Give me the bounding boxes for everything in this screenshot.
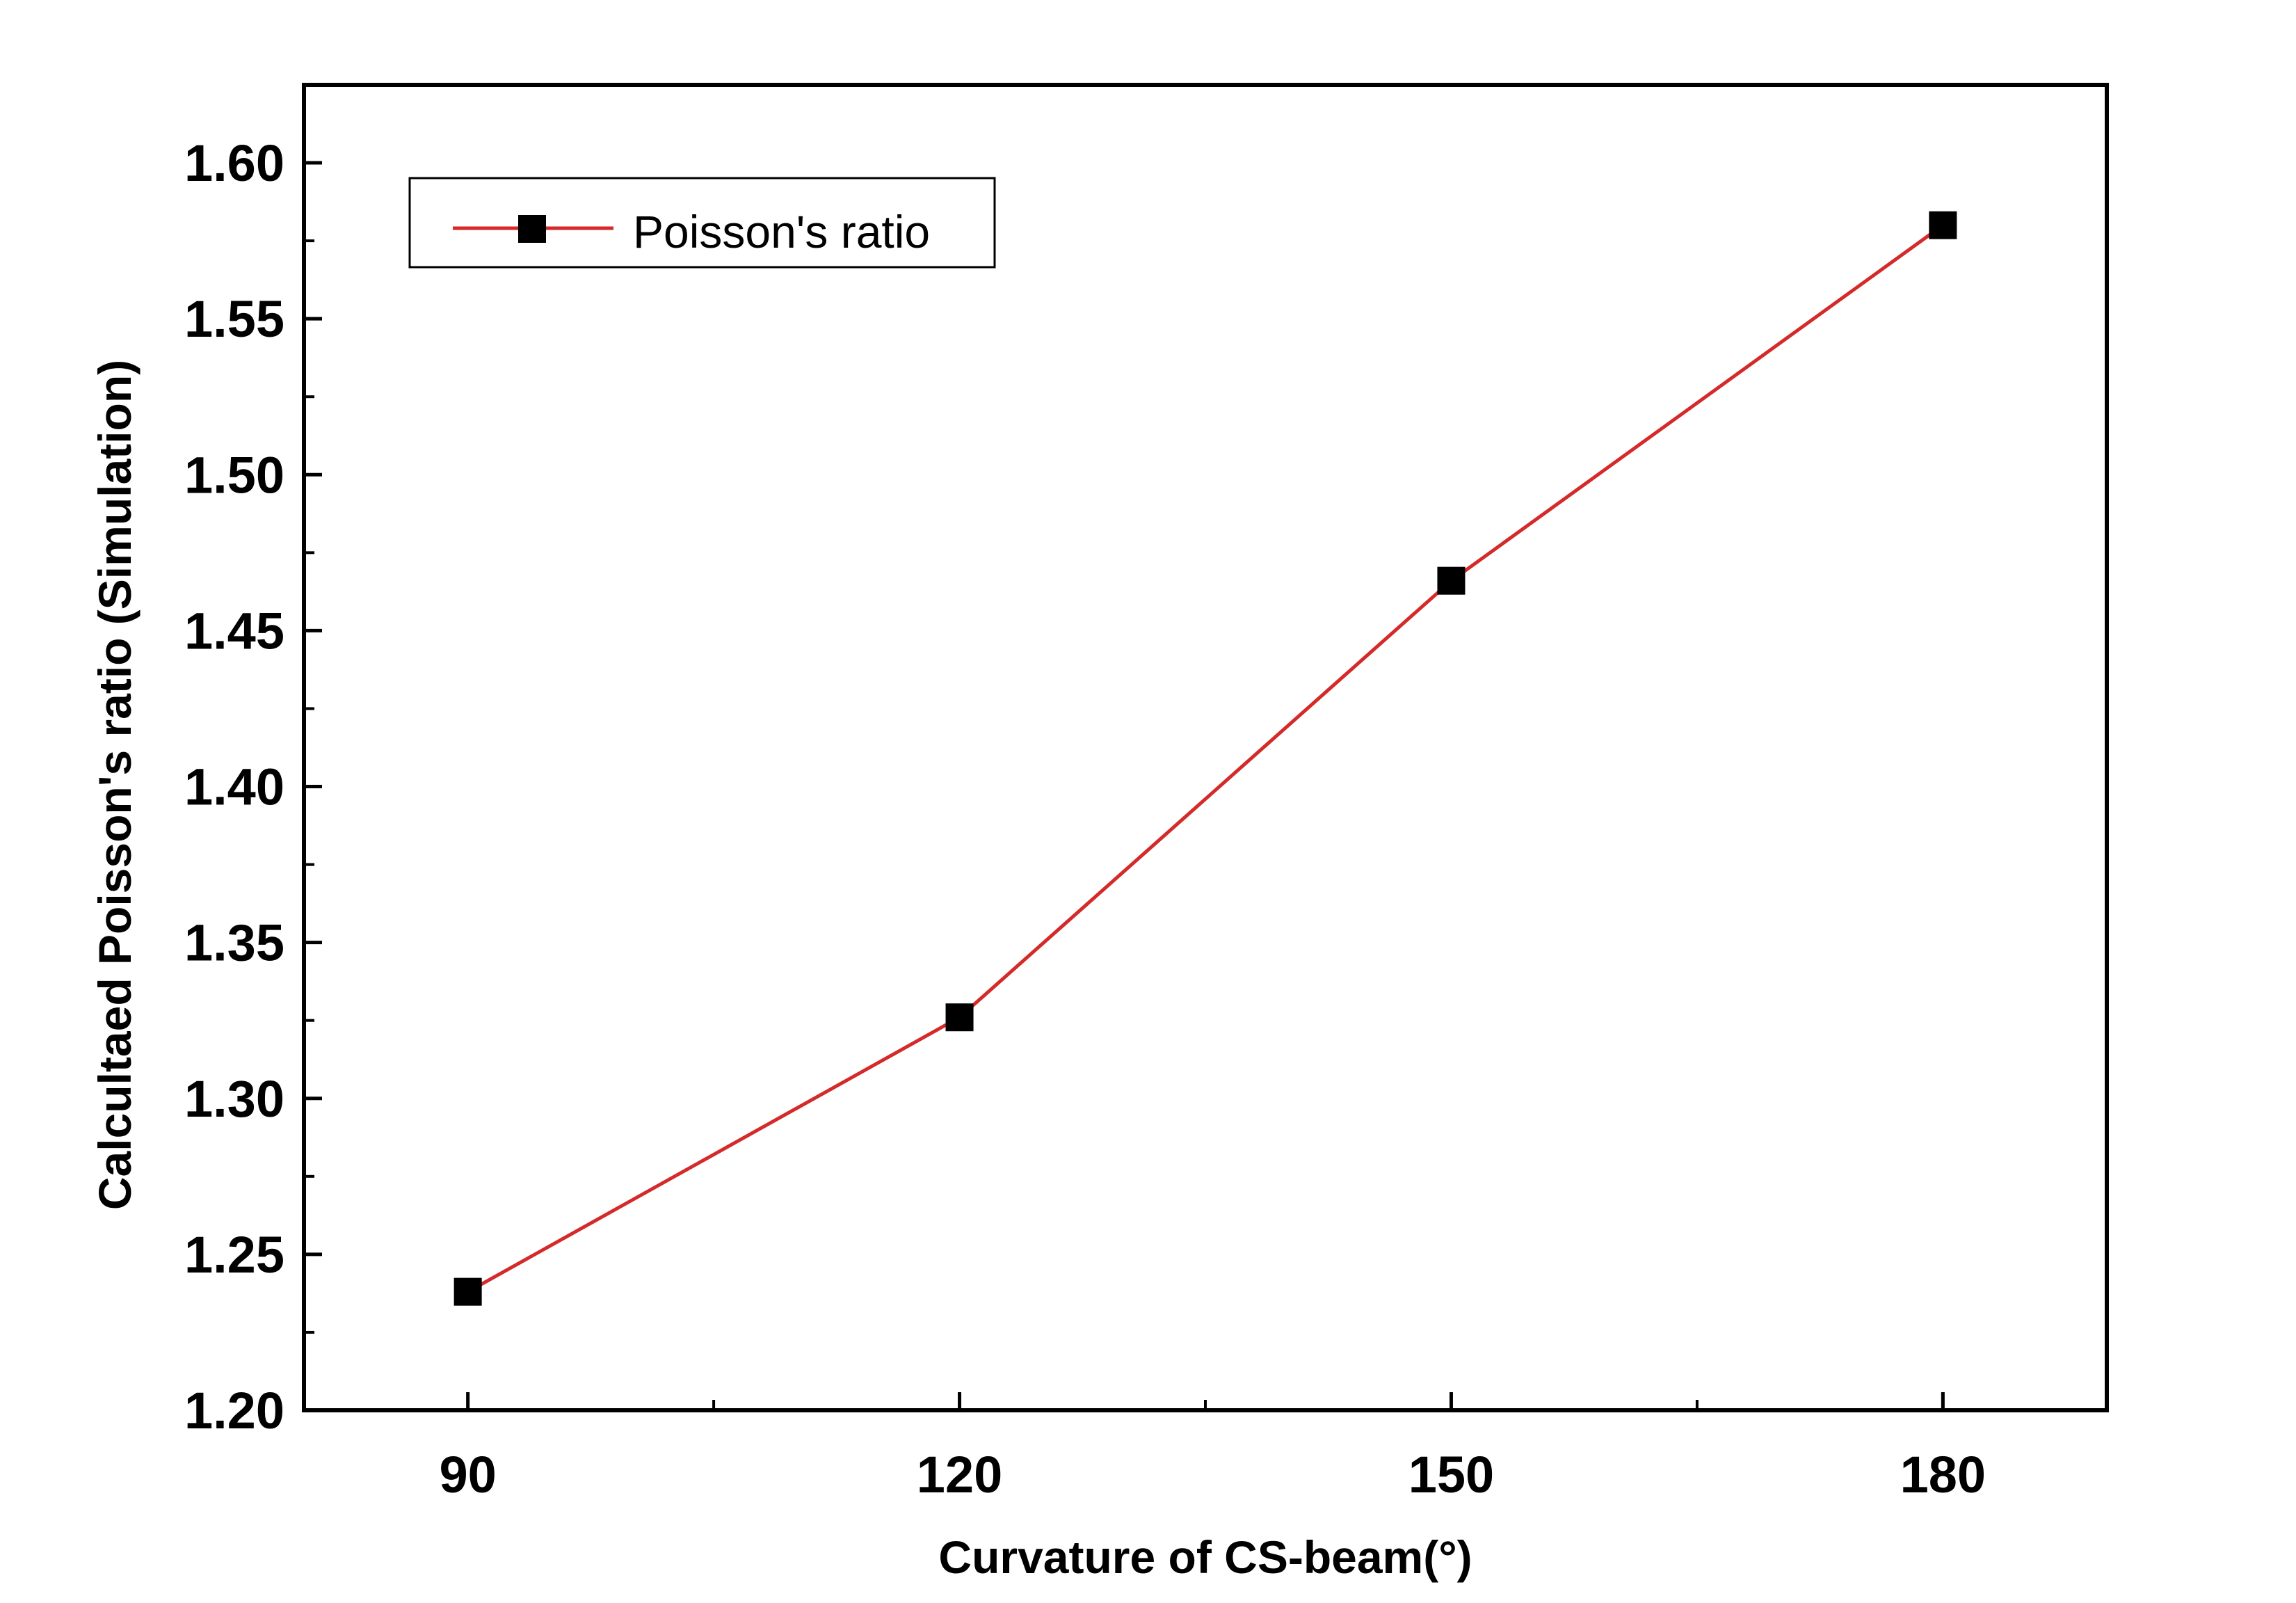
y-tick-label: 1.25 (184, 1226, 284, 1284)
legend-label: Poisson's ratio (633, 206, 930, 257)
y-axis: 1.20 1.25 1.30 1.35 1.40 1.45 1.50 1.55 1.60 (184, 134, 322, 1439)
x-axis-title: Curvature of CS-beam(°) (938, 1531, 1472, 1583)
legend-marker-square (518, 215, 546, 243)
data-point (1437, 566, 1466, 595)
legend-box (408, 177, 996, 269)
plot-frame (302, 83, 2109, 1412)
x-tick-label: 150 (1408, 1446, 1494, 1504)
y-tick-label: 1.20 (184, 1382, 284, 1439)
x-tick-label: 120 (917, 1446, 1002, 1504)
y-tick-label: 1.45 (184, 602, 284, 660)
legend: Poisson's ratio (408, 177, 996, 269)
data-point (453, 1277, 482, 1306)
y-tick-label: 1.50 (184, 446, 284, 504)
y-tick-label: 1.35 (184, 914, 284, 972)
y-tick-label: 1.55 (184, 290, 284, 348)
data-point (1929, 211, 1957, 239)
series-layer (453, 211, 1957, 1306)
x-tick-label: 180 (1900, 1446, 1986, 1504)
data-point (945, 1003, 974, 1032)
x-tick-label: 90 (439, 1446, 496, 1504)
y-tick-label: 1.30 (184, 1070, 284, 1128)
y-tick-label: 1.40 (184, 758, 284, 816)
x-axis: 90 120 150 180 (439, 1392, 1986, 1504)
series-line (467, 223, 1944, 1293)
y-axis-title: Calcultaed Poisson's ratio (Simulation) (89, 360, 141, 1210)
y-tick-label: 1.60 (184, 134, 284, 192)
